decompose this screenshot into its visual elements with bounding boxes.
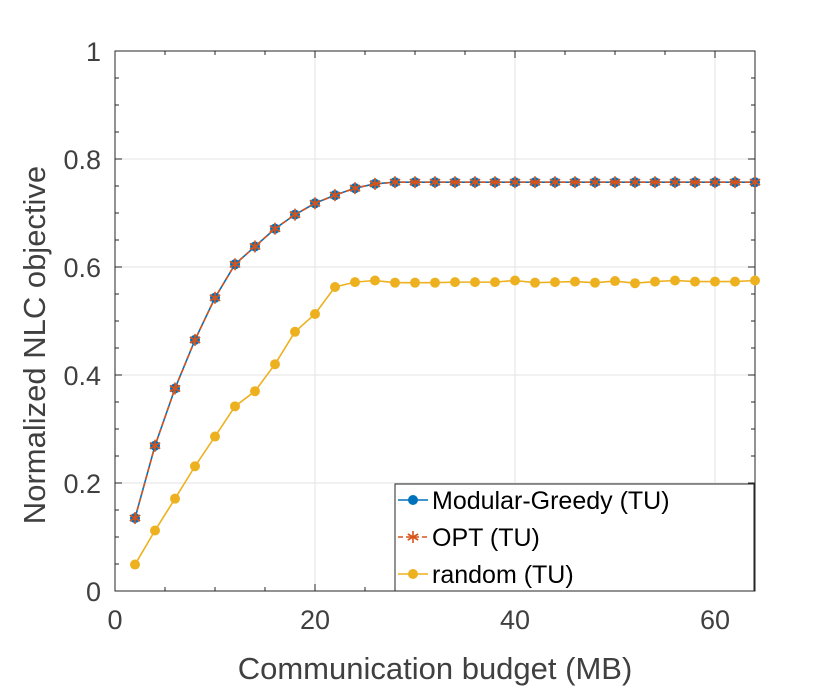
data-point-random — [670, 275, 680, 286]
data-point-random — [190, 461, 200, 472]
data-point-opt — [549, 176, 561, 189]
data-point-opt — [289, 208, 301, 221]
y-tick-label: 0.4 — [63, 361, 101, 391]
data-point-random — [130, 559, 140, 570]
data-point-opt — [129, 512, 141, 525]
data-point-random — [470, 277, 480, 288]
data-point-random — [690, 276, 700, 287]
legend-marker-opt — [407, 531, 419, 543]
series — [129, 176, 761, 570]
data-point-opt — [409, 176, 421, 189]
data-point-random — [550, 277, 560, 288]
data-point-opt — [649, 176, 661, 189]
data-point-random — [750, 275, 760, 286]
x-axis-title: Communication budget (MB) — [238, 651, 633, 686]
data-point-opt — [149, 439, 161, 452]
data-point-opt — [669, 176, 681, 189]
data-point-opt — [629, 176, 641, 189]
data-point-random — [610, 276, 620, 287]
data-point-opt — [269, 222, 281, 235]
data-point-opt — [589, 176, 601, 189]
data-point-random — [570, 276, 580, 287]
data-point-opt — [709, 176, 721, 189]
series-random — [130, 275, 760, 570]
data-point-opt — [429, 176, 441, 189]
data-point-opt — [309, 197, 321, 210]
data-point-opt — [349, 182, 361, 195]
data-point-random — [230, 401, 240, 412]
data-point-opt — [489, 176, 501, 189]
y-tick-label: 0 — [86, 577, 101, 607]
legend-marker-random — [408, 569, 418, 579]
x-tick-label: 60 — [700, 605, 730, 635]
y-tick-label: 1 — [86, 37, 101, 67]
data-point-random — [410, 277, 420, 288]
data-point-random — [310, 308, 320, 319]
data-point-opt — [169, 382, 181, 395]
data-point-random — [290, 326, 300, 337]
data-point-random — [170, 493, 180, 504]
data-point-opt — [329, 189, 341, 202]
data-point-random — [210, 431, 220, 442]
data-point-opt — [729, 176, 741, 189]
data-point-random — [150, 525, 160, 536]
legend: Modular-Greedy (TU) OPT (TU) random (TU) — [394, 483, 755, 592]
data-point-opt — [609, 176, 621, 189]
data-point-random — [730, 276, 740, 287]
series-line-opt — [134, 181, 755, 519]
data-point-opt — [569, 176, 581, 189]
data-point-random — [370, 275, 380, 286]
data-point-opt — [529, 176, 541, 189]
legend-entry-modular-greedy: Modular-Greedy (TU) — [398, 487, 670, 515]
legend-entry-opt: OPT (TU) — [398, 524, 540, 552]
data-point-random — [510, 275, 520, 286]
ticks: 0 20 40 60 0 0.2 0.4 0.6 0.8 1 — [63, 37, 755, 635]
legend-entry-random: random (TU) — [398, 561, 574, 589]
data-point-random — [590, 277, 600, 288]
grid — [115, 51, 755, 591]
data-point-opt — [249, 240, 261, 253]
x-tick-label: 20 — [300, 605, 330, 635]
series-opt — [129, 176, 761, 525]
data-point-opt — [229, 258, 241, 271]
y-tick-label: 0.2 — [63, 469, 101, 499]
data-point-random — [490, 277, 500, 288]
data-point-opt — [689, 176, 701, 189]
y-axis-title: Normalized NLC objective — [17, 166, 52, 524]
data-point-opt — [509, 176, 521, 189]
data-point-random — [250, 386, 260, 397]
legend-label-opt: OPT (TU) — [432, 524, 540, 552]
data-point-random — [350, 277, 360, 288]
data-point-random — [330, 281, 340, 292]
data-point-random — [630, 278, 640, 289]
legend-marker-modular-greedy — [408, 495, 418, 505]
data-point-random — [270, 359, 280, 370]
data-point-random — [430, 277, 440, 288]
legend-label-modular-greedy: Modular-Greedy (TU) — [432, 487, 670, 515]
data-point-opt — [209, 291, 221, 304]
data-point-random — [450, 277, 460, 288]
data-point-random — [650, 276, 660, 287]
data-point-opt — [449, 176, 461, 189]
data-point-random — [530, 277, 540, 288]
data-point-opt — [369, 177, 381, 190]
y-tick-label: 0.6 — [63, 253, 101, 283]
data-point-opt — [469, 176, 481, 189]
data-point-opt — [189, 333, 201, 346]
legend-box — [394, 483, 755, 592]
data-point-opt — [749, 176, 761, 189]
data-point-random — [390, 277, 400, 288]
y-tick-label: 0.8 — [63, 145, 101, 175]
data-point-opt — [389, 176, 401, 189]
legend-label-random: random (TU) — [432, 561, 574, 589]
x-tick-label: 0 — [107, 605, 122, 635]
x-tick-label: 40 — [500, 605, 530, 635]
data-point-random — [710, 276, 720, 287]
